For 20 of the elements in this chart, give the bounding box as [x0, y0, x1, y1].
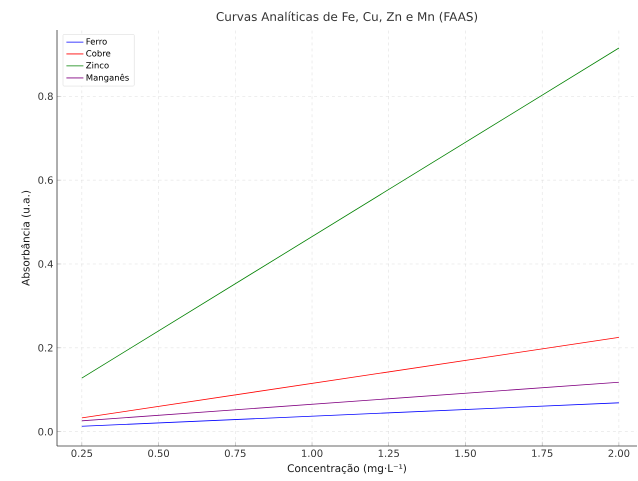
legend-label: Manganês [86, 74, 129, 82]
x-tick-label: 2.00 [608, 449, 630, 458]
x-tick-label: 1.00 [302, 449, 322, 458]
y-tick-label: 0.8 [38, 92, 53, 100]
x-tick-label: 0.25 [71, 449, 92, 458]
y-tick-label: 0.0 [38, 428, 53, 436]
legend-label: Zinco [86, 62, 109, 68]
x-axis-title: Concentração (mg·L⁻¹) [288, 464, 406, 474]
x-tick-label: 0.50 [148, 449, 170, 458]
y-tick-label: 0.4 [38, 260, 53, 268]
chart-title: Curvas Analíticas de Fe, Cu, Zn e Mn (FAAS) [216, 11, 478, 22]
x-tick-label: 1.75 [532, 450, 552, 457]
x-tick-label: 1.50 [455, 449, 476, 458]
y-axis-title: Absorbância (u.a.) [21, 190, 31, 286]
y-tick-label: 0.2 [38, 344, 52, 352]
legend-label: Cobre [86, 50, 110, 57]
x-tick-label: 0.75 [224, 449, 246, 458]
x-tick-label: 1.25 [378, 449, 399, 458]
y-tick-label: 0.6 [38, 176, 53, 184]
legend-label: Ferro [86, 38, 107, 45]
